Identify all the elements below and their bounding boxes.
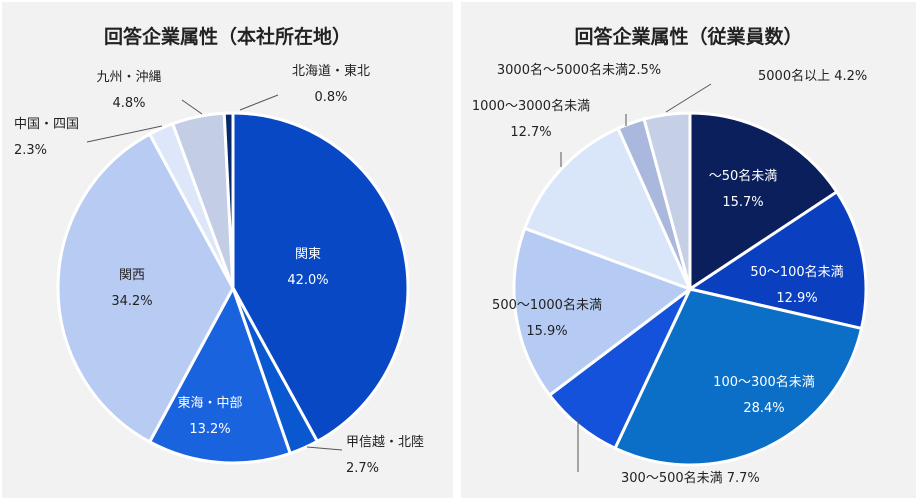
slice-value-label: 2.3% — [14, 143, 47, 158]
leader-line — [239, 94, 279, 111]
leader-line — [665, 83, 712, 113]
slice-label: 1000～3000名未満 — [472, 98, 590, 114]
slice-value-label: 28.4% — [743, 401, 784, 416]
slice-label: ～50名未満 — [709, 168, 778, 184]
slice-value-label: 0.8% — [314, 90, 347, 105]
pie-slice — [56, 132, 235, 444]
slice-label: 北海道・東北 — [292, 63, 370, 79]
chart-title: 回答企業属性（本社所在地） — [103, 26, 351, 48]
slice-value-label: 15.9% — [526, 324, 567, 339]
chart-panel-location: 回答企業属性（本社所在地） 関東 42.0% 甲信越・北陸 2.7% 東海・中部 13.2… — [2, 2, 453, 498]
slice-label: 5000名以上 4.2% — [758, 68, 867, 84]
slice-label: 100～300名未満 — [713, 374, 815, 390]
slice-value-label: 12.7% — [510, 125, 551, 140]
chart-panel-employees: 回答企業属性（従業員数） ～50名未満 15.7% 50～100名未満 12.9% 10… — [461, 2, 916, 498]
pie-chart-employees: ～50名未満 15.7% 50～100名未満 12.9% 100～300名未満 28.4%… — [472, 62, 868, 486]
slice-value-label: 2.7% — [346, 461, 379, 476]
slice-label: 50～100名未満 — [750, 264, 843, 280]
pie-slice — [642, 111, 692, 290]
slice-label: 甲信越・北陸 — [346, 434, 424, 450]
pie-slice — [222, 111, 235, 289]
slice-value-label: 4.8% — [112, 96, 145, 111]
pie-slice — [613, 287, 864, 467]
pie-slice — [512, 226, 694, 398]
pie-slice — [522, 126, 693, 292]
pie-slice — [686, 189, 868, 331]
slice-label: 500～1000名未満 — [492, 297, 602, 313]
slice-label: 関東 — [295, 246, 321, 262]
slice-value-label: 42.0% — [287, 273, 328, 288]
slice-label: 300～500名未満 7.7% — [621, 470, 760, 486]
leader-line — [181, 99, 203, 115]
slice-value-label: 12.9% — [776, 291, 817, 306]
leader-line — [306, 446, 343, 451]
leader-line — [86, 125, 163, 143]
slice-label: 3000名～5000名未満2.5% — [497, 62, 661, 78]
pie-chart-location: 関東 42.0% 甲信越・北陸 2.7% 東海・中部 13.2% 関西 34.2% 中国・四国 2… — [14, 63, 424, 476]
slice-label: 九州・沖縄 — [96, 70, 161, 85]
slice-value-label: 15.7% — [722, 195, 763, 210]
slice-label: 東海・中部 — [177, 395, 242, 411]
pie-slice — [688, 111, 839, 292]
slice-label: 関西 — [119, 268, 145, 283]
pie-slice — [147, 284, 293, 465]
pie-slice — [231, 111, 410, 444]
slice-value-label: 13.2% — [189, 422, 230, 437]
slice-value-label: 34.2% — [111, 294, 152, 309]
chart-title: 回答企業属性（従業員数） — [574, 26, 803, 48]
slice-label: 中国・四国 — [14, 117, 79, 132]
